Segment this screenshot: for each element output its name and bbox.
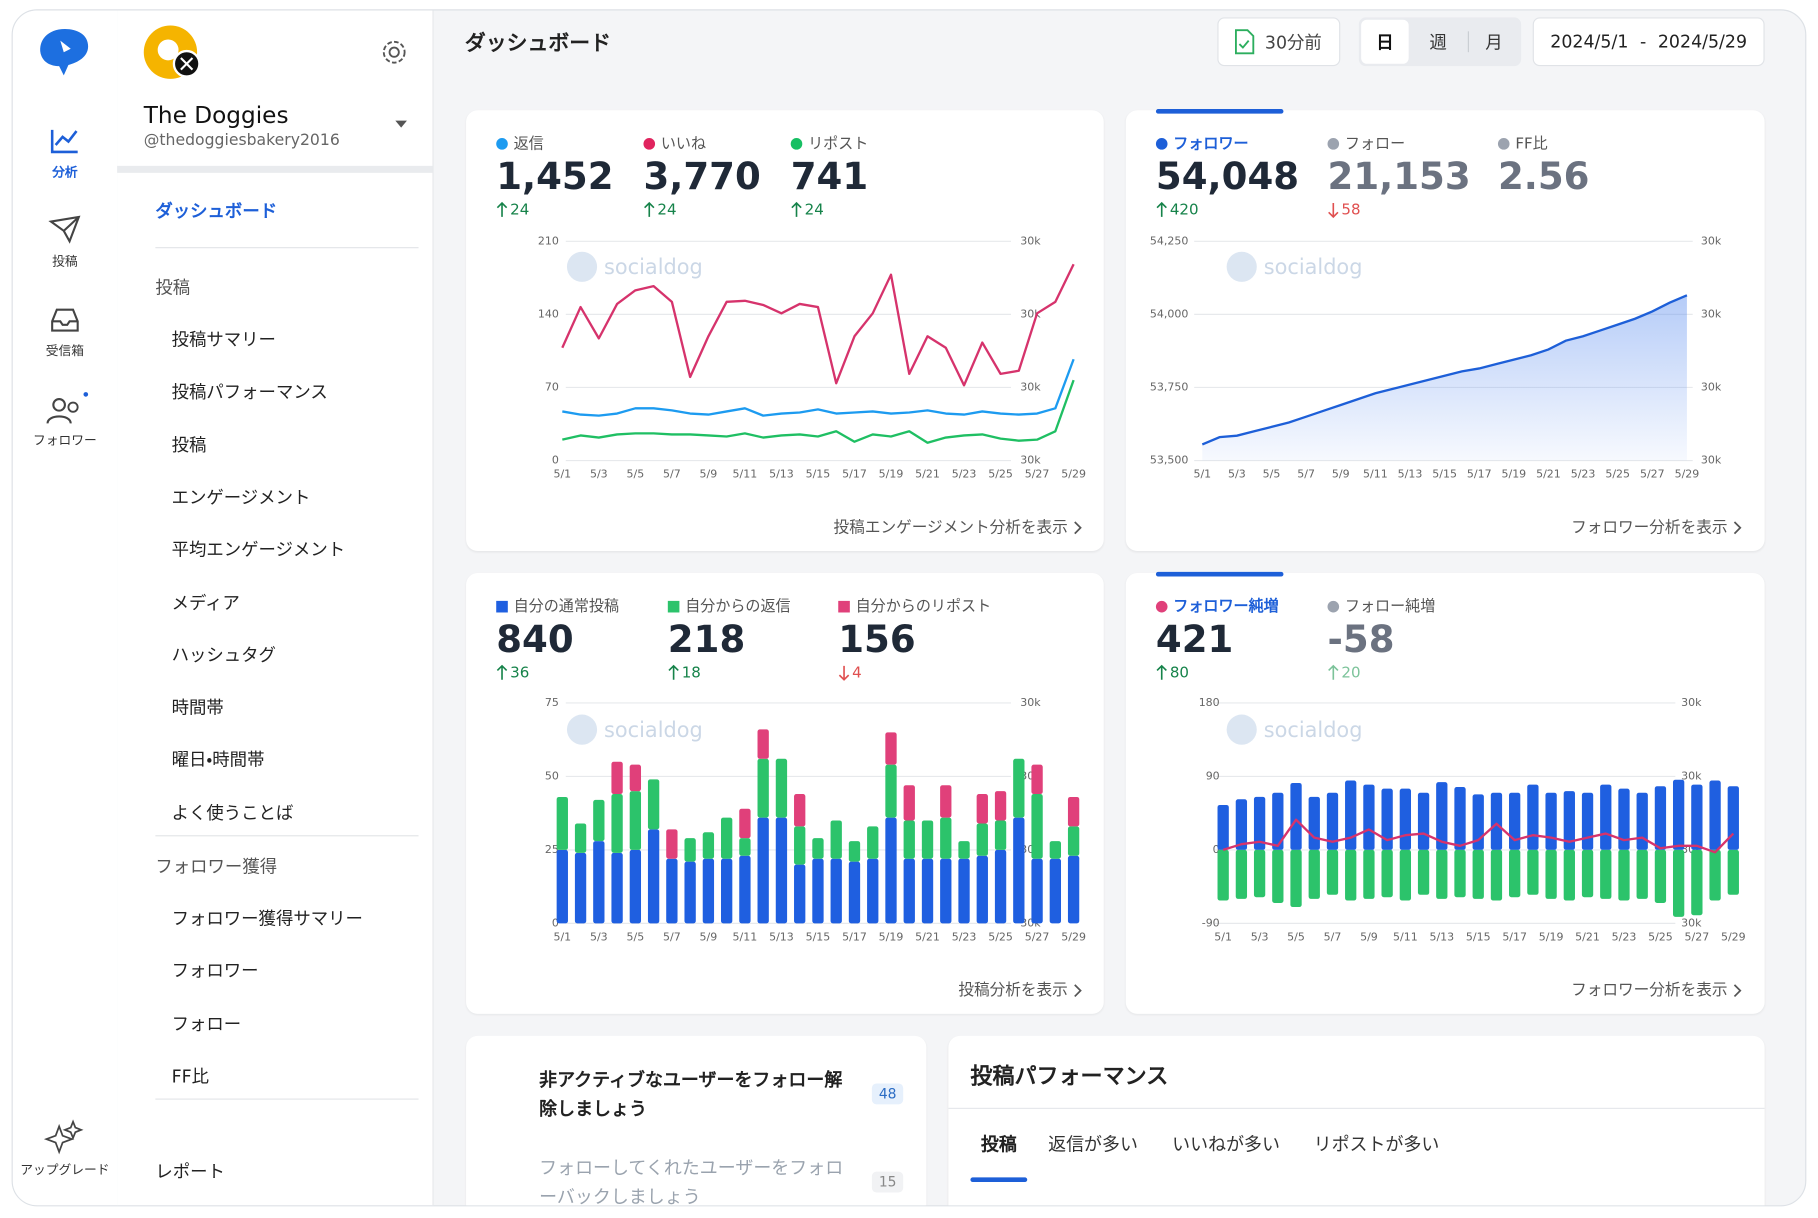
separator <box>117 165 433 173</box>
card <box>466 573 1104 1014</box>
menu-item[interactable]: FF比 <box>171 1065 209 1087</box>
tab[interactable]: 返信が多い <box>1048 1134 1138 1156</box>
divider <box>155 247 419 249</box>
period-day[interactable]: 日 <box>1376 32 1394 54</box>
period-switch: 日 週 月 <box>1358 17 1522 67</box>
card <box>1125 573 1765 1014</box>
x-logo <box>180 57 194 71</box>
performance-card: 投稿パフォーマンス 投稿 返信が多い いいねが多い リポストが多い <box>948 1035 1765 1206</box>
date-sep: - <box>1639 31 1647 53</box>
side-menu: The Doggies @thedoggiesbakery2016 ダッシュボー… <box>117 10 434 1206</box>
task-text[interactable]: 非アクティブなユーザーをフォロー解除しましょう <box>539 1069 843 1120</box>
logo-mark <box>60 40 71 53</box>
menu-item[interactable]: 平均エンゲージメント <box>171 539 346 561</box>
menu-item[interactable]: フォロー <box>171 1013 242 1035</box>
menu-item[interactable]: ハッシュタグ <box>171 644 276 666</box>
logo <box>40 29 89 76</box>
rail-icons <box>40 29 89 1155</box>
divider <box>1467 31 1469 53</box>
task-card: 非アクティブなユーザーをフォロー解除しましょう 48 フォローしてくれたユーザーをフ… <box>466 1035 927 1207</box>
divider <box>155 835 419 837</box>
card <box>1125 110 1765 551</box>
task-count: 15 <box>871 1171 904 1193</box>
task-count: 48 <box>871 1083 904 1105</box>
upgrade-icon <box>43 1119 84 1155</box>
window: 分析 投稿 受信箱 フォロワー アップグレード The Doggies @the… <box>11 9 1807 1207</box>
menu-item[interactable]: フォロワー <box>171 960 259 982</box>
divider <box>948 1107 1765 1109</box>
menu-item[interactable]: 投稿 <box>171 434 207 456</box>
account-name: The Doggies <box>143 100 289 129</box>
rail-label[interactable]: フォロワー <box>33 432 97 448</box>
icon-rail: 分析 投稿 受信箱 フォロワー アップグレード <box>12 10 119 1206</box>
menu-dashboard[interactable]: ダッシュボード <box>155 200 278 222</box>
tab-underline <box>970 1177 1028 1183</box>
analytics-icon <box>50 129 78 154</box>
inbox-icon <box>51 308 79 332</box>
menu-item[interactable]: 曜日・時間帯 <box>171 749 265 771</box>
menu-item[interactable]: 時間帯 <box>171 697 224 719</box>
task-text[interactable]: フォローしてくれたユーザーをフォローバックしましょう <box>539 1157 844 1207</box>
card <box>466 110 1104 551</box>
tab[interactable]: 投稿 <box>980 1134 1017 1156</box>
period-month[interactable]: 月 <box>1485 32 1503 54</box>
update-button[interactable]: 30分前 <box>1217 17 1341 67</box>
rail-label[interactable]: アップグレード <box>20 1162 110 1178</box>
settings-icon[interactable] <box>388 46 400 58</box>
settings-icon-gear[interactable] <box>382 40 406 64</box>
period-selected <box>1361 19 1409 64</box>
divider <box>155 1098 419 1100</box>
tab[interactable]: リポストが多い <box>1313 1134 1440 1156</box>
update-label: 30分前 <box>1264 32 1322 54</box>
menu-item[interactable]: メディア <box>171 592 240 614</box>
post-icon <box>48 215 81 244</box>
avatar-dog <box>157 39 179 61</box>
tab[interactable]: いいねが多い <box>1172 1134 1280 1156</box>
page-title: ダッシュボード <box>464 31 612 56</box>
date-to: 2024/5/29 <box>1657 31 1748 53</box>
menu-item[interactable]: フォロワー獲得サマリー <box>171 908 363 930</box>
menu-report[interactable]: レポート <box>155 1161 225 1183</box>
update-icon <box>1234 29 1255 55</box>
date-from: 2024/5/1 <box>1550 31 1629 53</box>
rail-label[interactable]: 受信箱 <box>45 343 85 359</box>
menu-section[interactable]: 投稿 <box>155 277 191 299</box>
rail-label[interactable]: 分析 <box>52 164 78 180</box>
performance-title: 投稿パフォーマンス <box>970 1063 1169 1090</box>
menu-item[interactable]: よく使うことば <box>171 802 294 824</box>
account-dropdown[interactable] <box>395 120 407 128</box>
followers-icon <box>52 397 66 412</box>
menu-item[interactable]: 投稿パフォーマンス <box>171 381 328 403</box>
followers-badge <box>83 392 89 397</box>
period-week[interactable]: 週 <box>1429 32 1447 54</box>
menu-item[interactable]: エンゲージメント <box>171 487 311 508</box>
menu-item[interactable]: 投稿サマリー <box>171 329 276 351</box>
followers-icon-body <box>46 415 72 424</box>
followers-icon-2 <box>67 401 79 413</box>
menu-section[interactable]: フォロワー獲得 <box>155 856 278 877</box>
rail-label[interactable]: 投稿 <box>52 254 78 270</box>
date-range[interactable]: 2024/5/1-2024/5/29 <box>1532 17 1765 67</box>
account-graphics <box>143 25 407 128</box>
account-handle: @thedoggiesbakery2016 <box>143 131 340 150</box>
